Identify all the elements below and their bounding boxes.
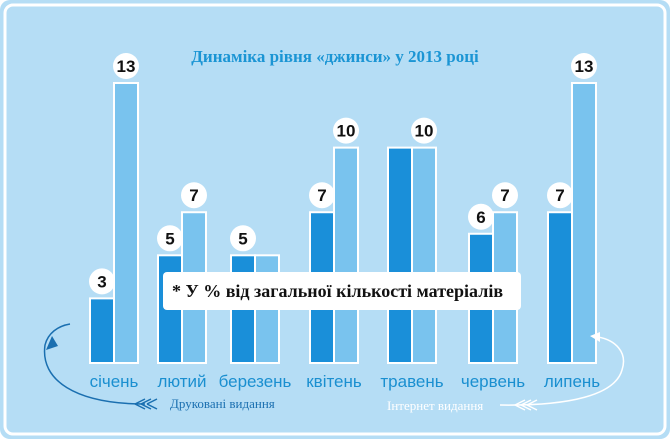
category-labels: січень лютий березень квітень травень червень… (90, 372, 601, 391)
print-bar-6 (547, 211, 573, 364)
note-text: * У % від загальної кількості матеріалів (172, 281, 503, 301)
value-badge-1-0 (157, 225, 183, 252)
value-label-1-0: 5 (165, 229, 174, 248)
value-label-5-1: 7 (500, 186, 509, 205)
internet-bar-3 (333, 146, 359, 364)
value-label-3-1: 10 (337, 122, 356, 141)
category-label-1: лютий (157, 372, 206, 391)
print-bar-0 (89, 297, 115, 364)
category-label-4: травень (380, 372, 443, 391)
value-badge-6-0 (547, 182, 573, 209)
value-label-0-0: 3 (97, 272, 106, 291)
internet-legend-label: Інтернет видання (387, 398, 483, 413)
internet-bar-4 (411, 146, 437, 364)
value-label-5-0: 6 (476, 208, 485, 227)
value-label-6-1: 13 (575, 57, 594, 76)
value-label-2-0: 5 (238, 229, 247, 248)
note-box-background (163, 272, 521, 310)
right-arrow-feather-icon (514, 399, 538, 411)
category-label-3: квітень (306, 372, 362, 391)
note-box: * У % від загальної кількості матеріалів (163, 272, 521, 310)
internet-legend: Інтернет видання (387, 332, 625, 413)
category-label-2: березень (219, 372, 292, 391)
category-label-5: червень (461, 372, 525, 391)
print-bar-4 (387, 146, 413, 364)
value-badge-5-0 (468, 203, 494, 230)
value-label-6-0: 7 (555, 186, 564, 205)
internet-bar-0 (113, 82, 139, 364)
value-label-4-1: 10 (415, 122, 434, 141)
value-label-0-1: 13 (117, 57, 136, 76)
category-label-0: січень (90, 372, 139, 391)
chart-frame (3, 3, 667, 436)
category-label-6: липень (544, 372, 600, 391)
value-badge-0-1 (113, 53, 139, 79)
right-curved-arrow-icon (499, 336, 625, 406)
right-arrowhead-icon (590, 332, 600, 342)
value-badge-4-1 (411, 117, 437, 144)
value-label-1-1: 7 (189, 186, 198, 205)
left-arrow-feather-icon (134, 398, 158, 410)
value-badge-3-1 (333, 117, 359, 144)
value-badge-3-0 (309, 182, 335, 209)
left-arrowhead-icon (46, 336, 58, 350)
chart-title: Динаміка рівня «джинси» у 2013 році (191, 47, 479, 66)
value-badge-6-1 (571, 53, 597, 79)
value-badge-0-0 (89, 268, 115, 295)
value-badge-1-1 (181, 182, 207, 209)
print-legend: Друковані видання (43, 323, 275, 411)
value-badge-2-0 (230, 225, 256, 252)
left-curved-arrow-icon (43, 323, 146, 405)
value-badge-5-1 (492, 182, 518, 209)
print-legend-label: Друковані видання (170, 396, 275, 411)
value-label-3-0: 7 (317, 186, 326, 205)
internet-bar-6 (571, 82, 597, 364)
